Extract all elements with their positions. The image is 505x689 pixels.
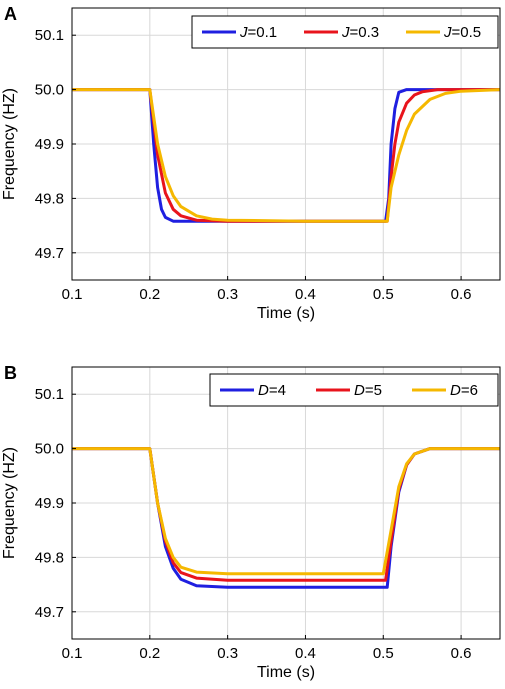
y-tick-label: 49.9 <box>35 495 64 512</box>
series-line-j-3 <box>72 88 501 223</box>
y-tick-label: 49.8 <box>35 190 64 207</box>
y-tick-label: 49.8 <box>35 549 64 566</box>
legend-entry-label: D=5 <box>354 382 382 399</box>
y-tick-label: 49.9 <box>35 136 64 153</box>
series-line-d-3 <box>72 447 500 576</box>
y-tick-label: 50.0 <box>35 82 64 99</box>
legend: J=0.1 J=0.3 J=0.5 <box>191 15 499 49</box>
panel-label: B <box>4 363 17 383</box>
x-tick-label: 0.2 <box>139 645 160 662</box>
legend: D=4 D=5 D=6 <box>209 373 499 407</box>
x-tick-label: 0.2 <box>139 286 160 303</box>
legend-entry-label: J=0.5 <box>443 24 481 41</box>
legend-entry-label: D=6 <box>450 382 478 399</box>
x-axis-label: Time (s) <box>257 305 315 322</box>
legend-entry-label: J=0.1 <box>239 24 277 41</box>
x-tick-label: 0.6 <box>451 645 472 662</box>
x-tick-label: 0.3 <box>217 286 238 303</box>
chart-panel-b: 0.1 0.2 0.3 0.4 0.5 0.6 49.7 49.8 49.9 50.0 50.1 Ti… <box>1 363 501 681</box>
legend-box <box>191 15 499 49</box>
legend-box <box>209 373 499 407</box>
x-tick-label: 0.3 <box>217 645 238 662</box>
panel-label: A <box>4 4 17 24</box>
x-tick-label: 0.1 <box>62 645 83 662</box>
legend-entry-label: J=0.3 <box>341 24 379 41</box>
y-tick-label: 49.7 <box>35 604 64 621</box>
y-axis-label: Frequency (HZ) <box>1 88 18 200</box>
y-tick-label: 50.1 <box>35 386 64 403</box>
x-tick-label: 0.4 <box>295 645 316 662</box>
x-tick-label: 0.5 <box>373 286 394 303</box>
x-tick-label: 0.5 <box>373 645 394 662</box>
x-axis-label: Time (s) <box>257 664 315 681</box>
y-tick-label: 49.7 <box>35 245 64 262</box>
x-tick-label: 0.1 <box>62 286 83 303</box>
y-axis-label: Frequency (HZ) <box>1 447 18 559</box>
y-tick-label: 50.0 <box>35 441 64 458</box>
x-tick-label: 0.6 <box>451 286 472 303</box>
x-tick-label: 0.4 <box>295 286 316 303</box>
chart-panel-a: 0.1 0.2 0.3 0.4 0.5 0.6 49.7 49.8 49.9 50.0 50.1 Ti… <box>1 4 501 322</box>
legend-entry-label: D=4 <box>258 382 286 399</box>
y-tick-label: 50.1 <box>35 27 64 44</box>
